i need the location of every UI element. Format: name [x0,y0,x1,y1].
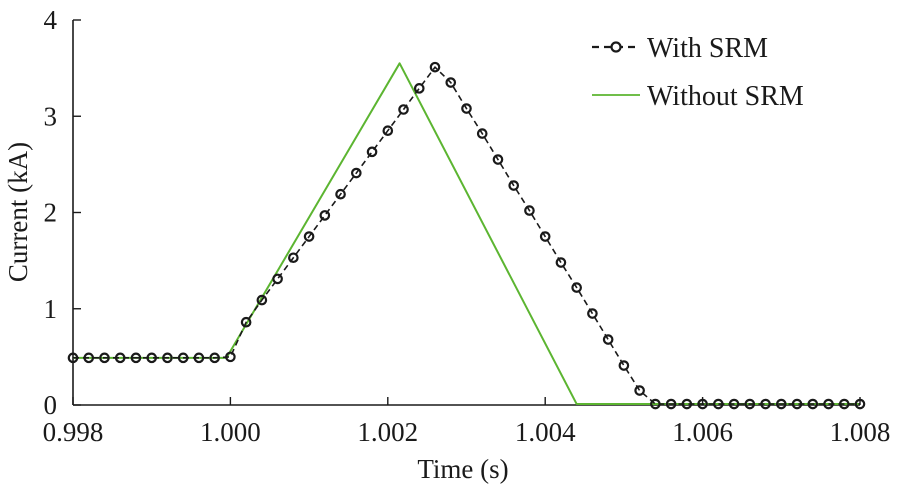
with-srm-point [177,352,189,364]
with-srm-point [130,352,142,364]
with-srm-point [807,398,819,410]
with-srm-point [382,125,394,136]
with-srm-point [539,231,551,242]
with-srm-point [492,154,504,165]
legend-item-with-srm: With SRM [592,33,768,64]
with-srm-point [429,61,441,73]
with-srm-point [351,167,362,179]
with-srm-point [461,103,472,114]
with-srm-point [83,352,95,364]
axes [72,20,860,406]
y-tick-label: 4 [44,5,58,35]
with-srm-point [524,205,535,216]
y-tick-label: 3 [44,101,58,131]
x-tick-label: 0.998 [43,417,104,447]
with-srm-point [791,398,803,410]
x-tick-label: 1.006 [672,417,733,447]
with-srm-point [618,360,630,371]
with-srm-point [665,398,677,410]
legend-without-srm-label: Without SRM [647,81,804,112]
with-srm-line [73,65,860,405]
with-srm-point [303,231,315,242]
with-srm-point [114,352,126,364]
x-axis-ticks: 0.998 1.000 1.002 1.004 1.006 1.008 [43,397,891,447]
x-axis-title: Time (s) [417,454,508,484]
with-srm-point [366,146,378,158]
with-srm-point [681,398,693,410]
with-srm-point [398,104,409,115]
with-srm-point [162,352,173,364]
y-axis-title: Current (kA) [3,142,33,282]
y-tick-label: 2 [44,198,58,228]
with-srm-point [413,83,425,94]
with-srm-point [288,252,299,264]
series-without-srm [73,62,860,406]
with-srm-point [555,257,567,268]
with-srm-point [587,308,598,319]
with-srm-point [146,352,157,364]
with-srm-point [240,316,252,328]
with-srm-point [650,398,661,410]
with-srm-point [193,352,205,364]
x-tick-label: 1.000 [200,417,261,447]
y-axis-ticks: 0 1 2 3 4 [44,5,81,420]
with-srm-point [508,180,520,191]
legend-item-without-srm: Without SRM [592,81,804,112]
with-srm-point [634,385,645,396]
with-srm-point [256,294,268,306]
with-srm-point [713,398,724,410]
with-srm-point [838,398,850,410]
with-srm-point [476,128,488,139]
with-srm-point [602,334,614,345]
with-srm-point [99,352,110,364]
with-srm-point [335,188,346,200]
legend-with-srm-label: With SRM [647,33,768,64]
with-srm-point [445,77,457,88]
with-srm-point [728,398,740,410]
y-tick-label: 0 [44,390,58,420]
with-srm-point [744,398,756,410]
with-srm-point [760,398,771,410]
with-srm-point [67,352,79,364]
with-srm-point [775,398,787,410]
x-tick-label: 1.002 [357,417,418,447]
with-srm-point [571,282,582,293]
with-srm-point [823,398,834,410]
legend: With SRM Without SRM [592,33,804,112]
with-srm-point [225,351,236,363]
legend-with-srm-marker-icon [610,41,622,53]
x-tick-label: 1.008 [830,417,891,447]
without-srm-line [73,62,860,406]
with-srm-point [209,352,220,364]
x-tick-label: 1.004 [515,417,576,447]
with-srm-point [272,273,283,285]
y-tick-label: 1 [44,294,58,324]
series-with-srm [67,61,866,410]
with-srm-point [319,210,331,221]
